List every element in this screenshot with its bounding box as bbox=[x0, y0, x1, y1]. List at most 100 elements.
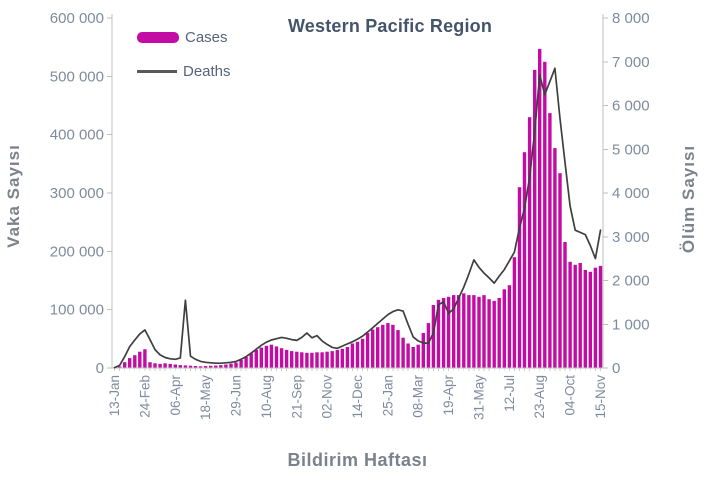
cases-bar bbox=[279, 348, 284, 368]
cases-bar bbox=[284, 349, 289, 368]
cases-bar bbox=[568, 261, 572, 368]
y-axis-right-tick-label: 7 000 bbox=[612, 54, 650, 71]
cases-bar bbox=[295, 351, 299, 368]
y-axis-right-tick-label: 0 bbox=[612, 360, 620, 377]
cases-bar bbox=[138, 351, 142, 368]
cases-bar bbox=[411, 347, 415, 368]
cases-bar bbox=[360, 338, 365, 368]
cases-bar bbox=[229, 363, 233, 368]
cases-bar bbox=[517, 187, 522, 368]
y-axis-left-tick-label: 0 bbox=[96, 360, 104, 377]
cases-bar bbox=[462, 293, 466, 368]
cases-bar bbox=[446, 296, 451, 368]
cases-bar bbox=[148, 362, 152, 368]
legend-item-cases: Cases bbox=[137, 26, 231, 48]
cases-bar bbox=[533, 69, 537, 369]
x-axis-tick-label: 06-Apr bbox=[168, 375, 183, 416]
cases-bar bbox=[320, 352, 324, 369]
cases-bar bbox=[340, 348, 344, 369]
x-axis-tick-label: 12-Jul bbox=[502, 375, 517, 412]
cases-bar bbox=[507, 285, 512, 368]
cases-bar bbox=[558, 173, 562, 368]
cases-bar bbox=[396, 330, 400, 368]
x-axis-title: Bildirim Haftası bbox=[287, 450, 428, 470]
cases-bar bbox=[305, 352, 309, 368]
cases-bar bbox=[178, 365, 182, 368]
x-axis-tick-label: 15-Nov bbox=[593, 375, 608, 419]
cases-bar bbox=[492, 300, 496, 368]
y-axis-right-tick-label: 8 000 bbox=[612, 10, 650, 27]
x-axis-tick-label: 31-May bbox=[472, 375, 487, 420]
cases-bar bbox=[188, 365, 193, 368]
cases-bar bbox=[598, 265, 603, 368]
cases-bar bbox=[117, 366, 122, 368]
cases-bar bbox=[158, 363, 162, 368]
cases-bar bbox=[355, 341, 360, 369]
y-axis-right-tick-label: 1 000 bbox=[612, 316, 650, 333]
cases-bar bbox=[593, 267, 598, 368]
cases-bar bbox=[128, 358, 132, 368]
cases-bar bbox=[274, 346, 279, 368]
x-axis-tick-label: 24-Feb bbox=[137, 375, 152, 418]
cases-bar bbox=[381, 324, 385, 368]
cases-bar bbox=[163, 363, 167, 368]
cases-bar bbox=[371, 329, 375, 368]
y-axis-left-tick-label: 600 000 bbox=[50, 10, 104, 27]
x-axis-tick-label: 21-Sep bbox=[289, 375, 304, 419]
y-axis-right-tick-label: 5 000 bbox=[612, 141, 650, 158]
y-axis-right-tick-label: 6 000 bbox=[612, 98, 650, 115]
cases-bar bbox=[386, 323, 390, 368]
cases-bar bbox=[543, 61, 547, 369]
cases-bar bbox=[391, 324, 395, 368]
cases-bar bbox=[583, 270, 587, 368]
cases-bar bbox=[365, 333, 370, 368]
cases-bar bbox=[426, 323, 431, 368]
cases-bar bbox=[431, 305, 436, 368]
deaths-line bbox=[113, 67, 602, 369]
cases-bar bbox=[330, 351, 334, 368]
cases-bar bbox=[224, 364, 228, 368]
cases-bar bbox=[497, 298, 501, 368]
cases-bar bbox=[376, 327, 380, 368]
cases-bar bbox=[482, 295, 486, 368]
cases-bar bbox=[153, 363, 157, 368]
cases-bar bbox=[522, 152, 527, 368]
cases-bar bbox=[183, 365, 188, 368]
cases-bar bbox=[234, 362, 238, 368]
cases-bar bbox=[578, 263, 582, 368]
cases-bar bbox=[527, 117, 532, 368]
cases-bar bbox=[436, 299, 441, 369]
cases-bar bbox=[548, 113, 552, 368]
cases-bar bbox=[502, 289, 506, 369]
cases-bar bbox=[538, 48, 542, 369]
cases-bar bbox=[254, 349, 258, 368]
cases-bar bbox=[290, 351, 294, 368]
cases-bar bbox=[269, 344, 274, 368]
cases-bar bbox=[198, 366, 203, 369]
cases-bar bbox=[203, 366, 208, 368]
cases-bar bbox=[467, 295, 471, 368]
cases-bar bbox=[416, 344, 420, 368]
x-axis-tick-label: 19-Apr bbox=[441, 375, 456, 416]
cases-bar bbox=[315, 352, 319, 369]
y-axis-left-tick-label: 500 000 bbox=[50, 68, 104, 85]
x-axis-tick-label: 13-Jan bbox=[107, 375, 122, 416]
cases-bar bbox=[421, 333, 425, 368]
cases-bar bbox=[244, 356, 248, 368]
x-axis-tick-label: 29-Jun bbox=[229, 375, 244, 416]
cases-bar bbox=[209, 365, 213, 368]
x-axis-tick-label: 02-Nov bbox=[320, 375, 335, 419]
cases-bar bbox=[168, 363, 172, 368]
cases-bar bbox=[472, 295, 476, 368]
cases-bar bbox=[401, 337, 405, 368]
cases-bar bbox=[477, 296, 481, 368]
right-axis-title: Ölüm Sayısı bbox=[679, 144, 698, 254]
cases-bar bbox=[239, 359, 243, 368]
cases-bar bbox=[573, 264, 577, 369]
legend-deaths-label: Deaths bbox=[183, 62, 231, 80]
y-axis-left-tick-label: 100 000 bbox=[50, 302, 104, 319]
x-axis-tick-label: 14-Dec bbox=[350, 375, 365, 419]
legend-cases-label: Cases bbox=[185, 28, 228, 46]
cases-bar bbox=[325, 351, 329, 368]
cases-bar bbox=[143, 349, 147, 368]
